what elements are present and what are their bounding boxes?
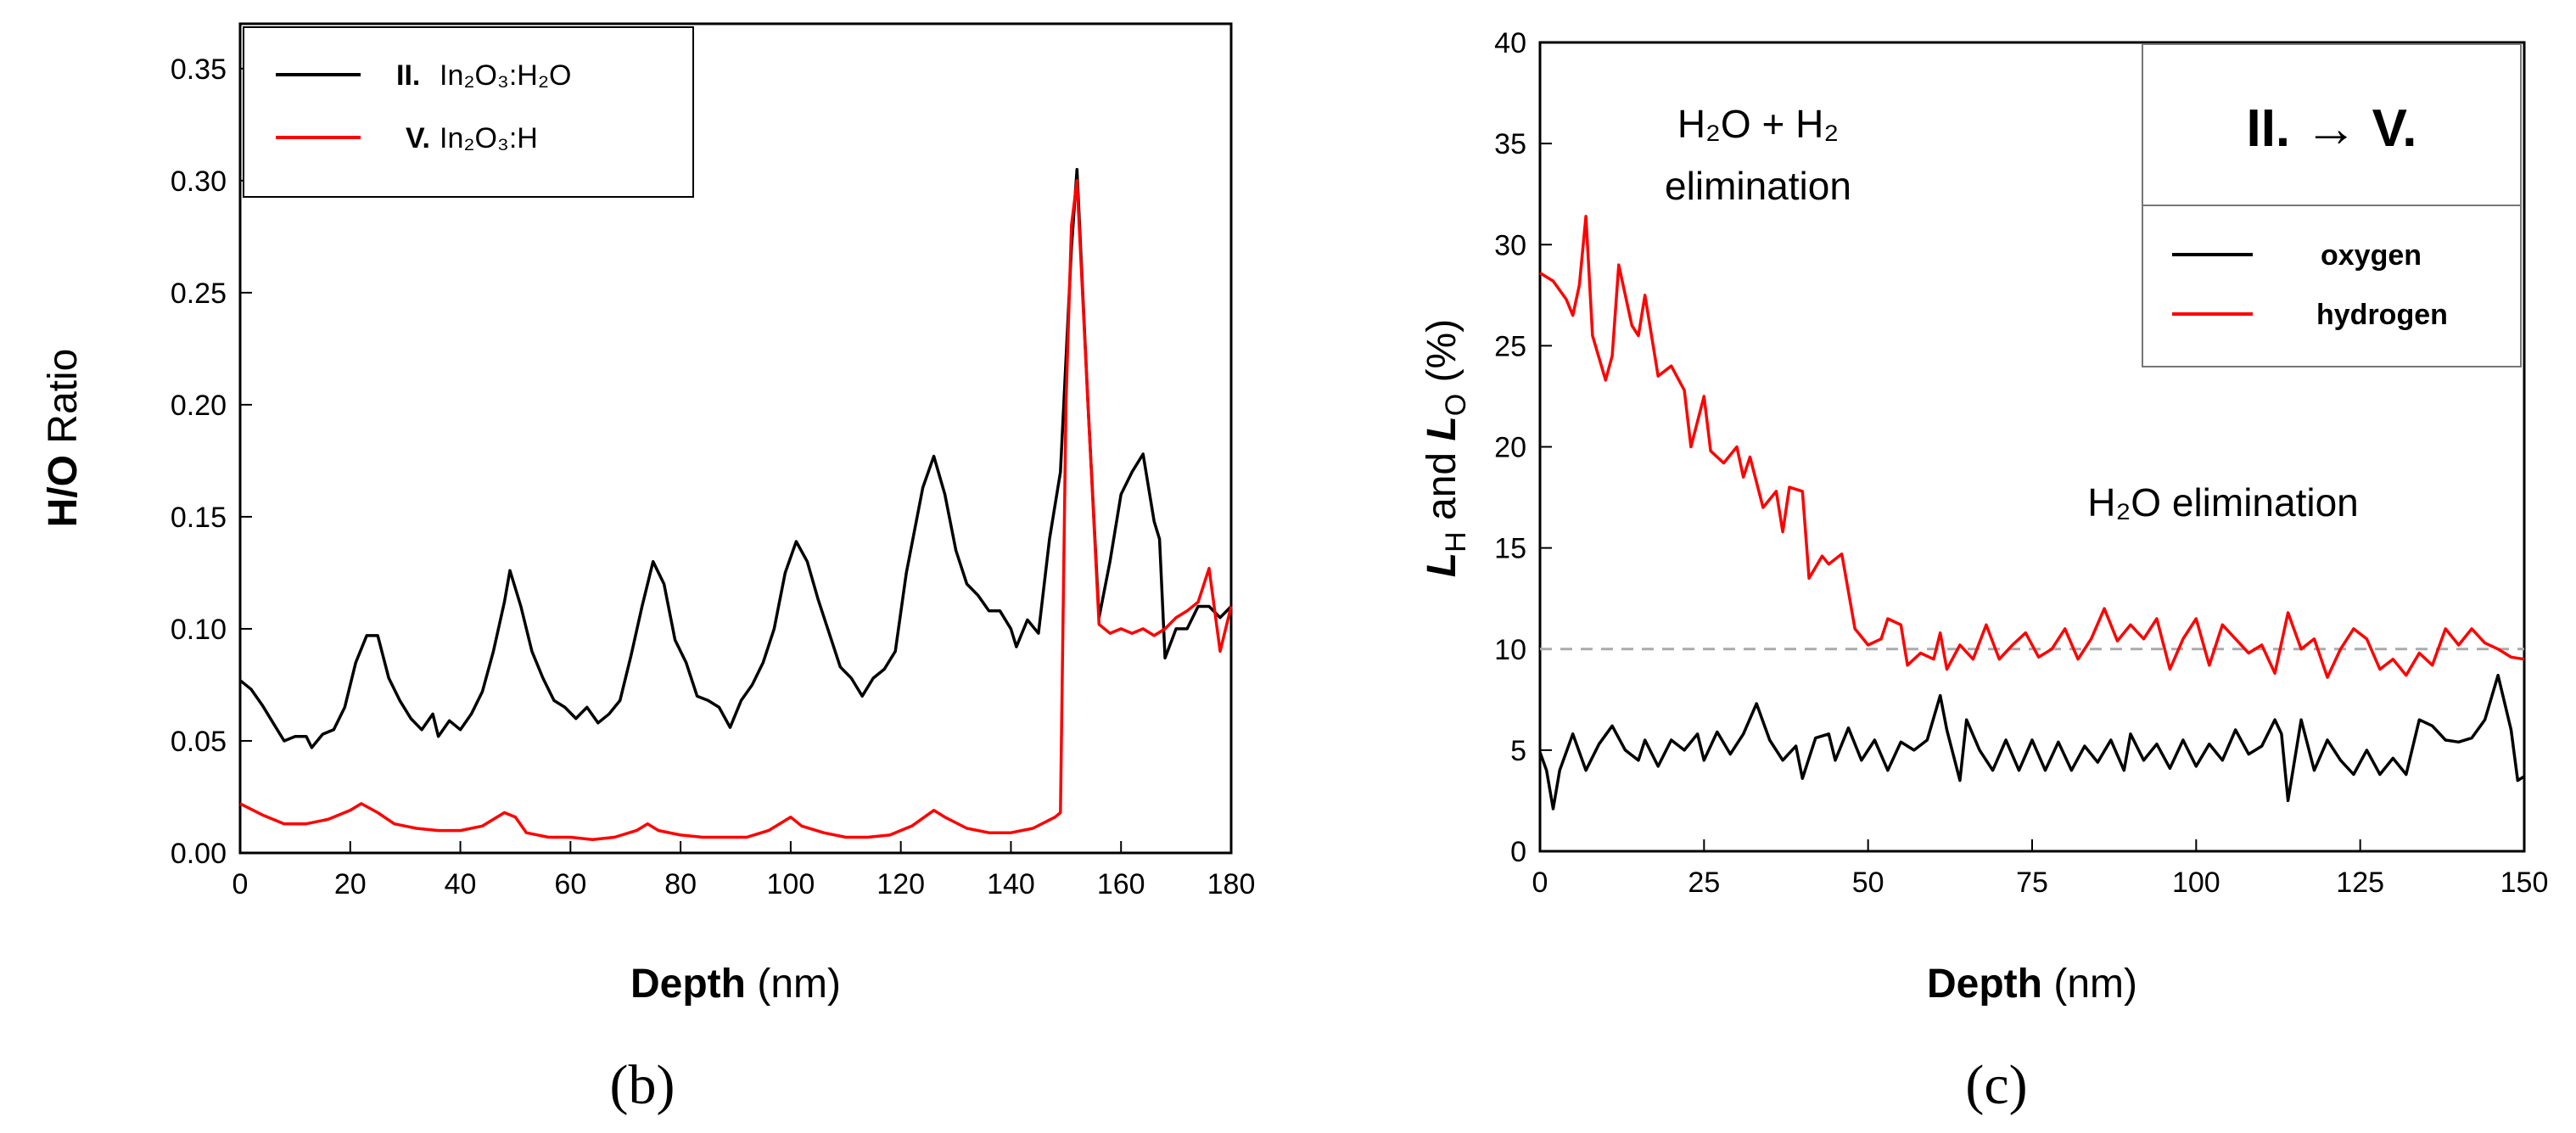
legend-label-v-bold: V. [406,122,430,154]
legend-title: II. → V. [2246,99,2416,158]
chart-b-x-tick-label: 0 [232,868,249,900]
chart-b-x-ticks: 0 20 40 60 80 100 120 140 160 180 [232,841,1256,900]
chart-b-y-label-bold: H/O [41,455,86,527]
chart-b-x-tick-label: 100 [767,868,815,900]
chart-c-y-tick-label: 35 [1494,128,1526,160]
chart-c-y-tick-label: 20 [1494,432,1526,464]
chart-c-y-label-space2 [1420,441,1464,452]
legend-label-ii-text: In₂O₃:H₂O [440,59,572,92]
chart-b-x-tick-label: 180 [1207,868,1256,900]
chart-c-y-label-space3 [1420,382,1464,393]
chart-b-y-label: H/O Ratio [41,349,86,528]
chart-b-lines [238,167,1233,841]
chart-b-y-tick-label: 0.30 [171,165,227,198]
chart-b-y-tick-label: 0.15 [171,502,227,534]
chart-b-y-ticks: 0.00 0.05 0.10 0.15 0.20 0.25 0.30 0.35 [171,53,252,870]
chart-b-y-tick-label: 0.35 [171,53,227,86]
legend-label-oxygen: oxygen [2321,239,2422,272]
chart-b-plot-frame [238,22,1233,855]
chart-c-x-tick-label: 50 [1852,867,1884,899]
chart-c-y-ticks: 0 5 10 15 20 25 30 35 40 [1494,27,1552,868]
chart-c-y-tick-label: 5 [1510,735,1526,767]
chart-b-x-tick-label: 140 [987,868,1035,900]
chart-c-y-label: LH and LO (%) [1420,319,1472,577]
chart-b-x-tick-label: 80 [664,868,697,900]
panel-label-c: (c) [1965,1054,2027,1116]
chart-b-legend: II. In₂O₃:H₂O V. In₂O₃:H [243,26,694,198]
chart-c-x-tick-label: 100 [2172,867,2220,899]
chart-c-y-label-var-h: L [1420,552,1464,577]
chart-b-x-tick-label: 40 [445,868,477,900]
chart-c-y-tick-label: 0 [1510,836,1526,868]
chart-c: 0 5 10 15 20 25 30 35 40 0 25 50 75 100 125 150 H₂O + … [1420,27,2548,1116]
chart-b-x-label: Depth (nm) [630,962,841,1007]
chart-b: 0.00 0.05 0.10 0.15 0.20 0.25 0.30 0.35 0 20 40 60… [41,22,1256,1116]
chart-b-y-tick-label: 0.00 [171,838,227,870]
chart-b-y-tick-label: 0.20 [171,390,227,422]
chart-c-legend: II. → V. oxygen hydrogen [2142,43,2522,367]
chart-c-y-label-sub-h: H [1440,531,1472,552]
chart-c-x-tick-label: 75 [2016,867,2048,899]
chart-c-y-label-var-o: L [1420,416,1464,440]
chart-c-series-oxygen [1538,673,2525,810]
chart-c-x-label-unit: (nm) [2053,962,2137,1007]
chart-c-y-label-space [1420,520,1464,531]
chart-c-y-tick-label: 30 [1494,229,1526,261]
chart-b-x-tick-label: 20 [334,868,367,900]
chart-c-x-tick-label: 25 [1688,867,1720,899]
chart-c-x-tick-label: 125 [2336,867,2384,899]
chart-c-y-label-unit: (%) [1420,319,1464,383]
chart-b-x-tick-label: 60 [554,868,586,900]
chart-c-y-tick-label: 25 [1494,330,1526,362]
chart-b-y-tick-label: 0.05 [171,726,227,758]
annotation-h2o-h2-line1: H₂O + H₂ [1677,102,1839,146]
chart-b-series-ii-in2o3-h2o [238,167,1233,749]
chart-c-x-tick-label: 150 [2500,867,2549,899]
chart-b-y-tick-label: 0.25 [171,278,227,310]
chart-b-y-label-rest: Ratio [41,349,86,444]
chart-b-legend-box [243,26,694,198]
chart-c-y-tick-label: 10 [1494,634,1526,666]
legend-label-v-text: In₂O₃:H [440,122,538,154]
chart-c-x-label: Depth (nm) [1927,962,2137,1007]
chart-c-y-label-sub-o: O [1440,394,1472,416]
chart-c-lines [1538,215,2525,810]
annotation-h2o-elimination: H₂O elimination [2087,480,2359,524]
chart-b-x-label-unit: (nm) [757,962,841,1007]
annotation-h2o-h2-line2: elimination [1665,164,1851,208]
chart-c-y-tick-label: 15 [1494,533,1526,565]
chart-b-series-v-in2o3-h [239,179,1233,841]
panel-label-b: (b) [610,1054,675,1116]
chart-c-y-tick-label: 40 [1494,27,1526,59]
chart-c-x-label-bold: Depth [1927,962,2042,1007]
chart-c-x-ticks: 0 25 50 75 100 125 150 [1532,839,2549,899]
chart-c-y-label-and: and [1420,452,1464,520]
chart-b-x-tick-label: 160 [1097,868,1145,900]
legend-label-hydrogen: hydrogen [2316,299,2448,331]
chart-b-x-tick-label: 120 [876,868,925,900]
chart-b-x-label-bold: Depth [630,962,746,1007]
chart-b-y-tick-label: 0.10 [171,614,227,646]
legend-label-ii-bold: II. [396,59,420,92]
chart-c-x-tick-label: 0 [1532,867,1548,899]
chart-c-series-hydrogen [1539,215,2525,679]
